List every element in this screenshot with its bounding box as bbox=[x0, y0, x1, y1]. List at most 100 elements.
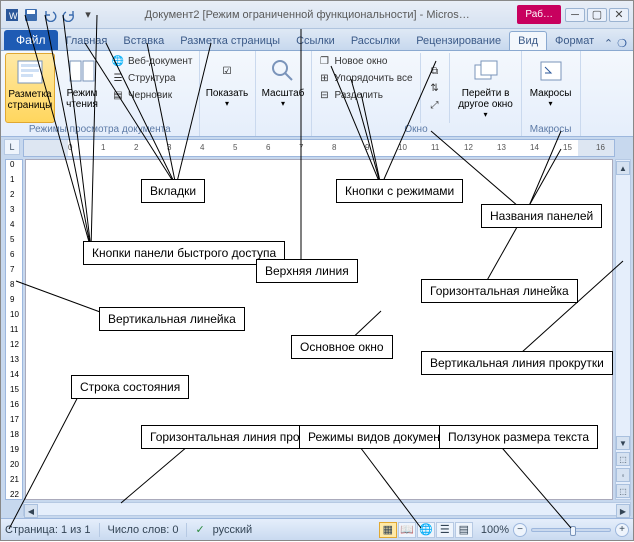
status-language[interactable]: русский bbox=[213, 524, 252, 536]
save-icon[interactable] bbox=[22, 6, 40, 24]
file-tab[interactable]: Файл bbox=[4, 30, 58, 50]
outline-icon: ☰ bbox=[111, 71, 125, 85]
view-print-icon[interactable]: ▦ bbox=[379, 522, 397, 538]
macros-button[interactable]: Макросы ▾ bbox=[526, 53, 576, 123]
status-words[interactable]: Число слов: 0 bbox=[108, 524, 179, 536]
zoom-out-icon[interactable]: − bbox=[513, 523, 527, 537]
switch-window-button[interactable]: Перейти в другое окно ▾ bbox=[455, 53, 517, 123]
new-window-button[interactable]: ❐Новое окно bbox=[316, 53, 415, 69]
window-title: Документ2 [Режим ограниченной функционал… bbox=[97, 9, 517, 21]
close-icon[interactable]: ✕ bbox=[609, 8, 629, 22]
tab-home[interactable]: Главная bbox=[58, 32, 116, 50]
print-layout-label: Разметка страницы bbox=[6, 89, 54, 111]
annot-view-modes: Режимы видов документа bbox=[299, 425, 461, 449]
group-views-label: Режимы просмотра документа bbox=[5, 123, 195, 136]
maximize-icon[interactable]: ▢ bbox=[587, 8, 607, 22]
view-draft-icon[interactable]: ▤ bbox=[455, 522, 473, 538]
split-icon: ⊟ bbox=[318, 88, 332, 102]
new-window-icon: ❐ bbox=[318, 54, 332, 68]
next-page-icon[interactable]: ⬚ bbox=[616, 484, 630, 498]
group-macros: Макросы ▾ Макросы bbox=[522, 51, 581, 136]
minimize-ribbon-icon[interactable]: ⌃ bbox=[604, 37, 613, 50]
view-mode-buttons: ▦ 📖 🌐 ☰ ▤ bbox=[379, 522, 473, 538]
reading-mode-icon bbox=[66, 56, 98, 86]
tab-view[interactable]: Вид bbox=[509, 31, 547, 50]
draft-button[interactable]: ▤Черновик bbox=[109, 87, 195, 103]
tab-layout[interactable]: Разметка страницы bbox=[172, 32, 288, 50]
vertical-ruler[interactable]: 01234567891011121314151617181920212223 bbox=[5, 159, 23, 500]
print-layout-button[interactable]: Разметка страницы bbox=[5, 53, 55, 123]
tab-format[interactable]: Формат bbox=[547, 32, 602, 50]
scroll-left-icon[interactable]: ◀ bbox=[24, 504, 38, 518]
annot-panel-names: Названия панелей bbox=[481, 204, 602, 228]
scroll-right-icon[interactable]: ▶ bbox=[616, 504, 630, 518]
tab-references[interactable]: Ссылки bbox=[288, 32, 343, 50]
view-side-icon[interactable]: ⧉ bbox=[426, 63, 444, 79]
annot-qat: Кнопки панели быстрого доступа bbox=[83, 241, 285, 265]
scroll-down-icon[interactable]: ▼ bbox=[616, 436, 630, 450]
horizontal-scrollbar[interactable]: ◀ ▶ bbox=[23, 502, 631, 516]
tab-insert[interactable]: Вставка bbox=[115, 32, 172, 50]
horizontal-ruler[interactable]: 012345678910111213141516 bbox=[23, 139, 615, 157]
annot-top-line: Верхняя линия bbox=[256, 259, 358, 283]
prev-page-icon[interactable]: ⬚ bbox=[616, 452, 630, 466]
annot-zoom-slider: Ползунок размера текста bbox=[439, 425, 598, 449]
reading-mode-label: Режим чтения bbox=[57, 88, 107, 110]
group-document-views: Разметка страницы Режим чтения 🌐Веб-доку… bbox=[1, 51, 200, 136]
vertical-scrollbar[interactable]: ▲ ▼ ⬚ ◦ ⬚ bbox=[615, 159, 631, 500]
zoom-icon bbox=[267, 56, 299, 86]
web-layout-button[interactable]: 🌐Веб-документ bbox=[109, 53, 195, 69]
switch-window-icon bbox=[470, 56, 502, 86]
word-icon[interactable]: W bbox=[3, 6, 21, 24]
status-page[interactable]: Страница: 1 из 1 bbox=[5, 524, 91, 536]
annot-mode-buttons: Кнопки с режимами bbox=[336, 179, 463, 203]
zoom-button[interactable]: Масштаб ▾ bbox=[260, 53, 307, 123]
group-macros-label: Макросы bbox=[526, 123, 576, 136]
annot-status: Строка состояния bbox=[71, 375, 189, 399]
scroll-up-icon[interactable]: ▲ bbox=[616, 161, 630, 175]
split-button[interactable]: ⊟Разделить bbox=[316, 87, 415, 103]
ribbon-tab-strip: Файл Главная Вставка Разметка страницы С… bbox=[1, 29, 633, 51]
tab-review[interactable]: Рецензирование bbox=[408, 32, 509, 50]
window-controls: ─ ▢ ✕ bbox=[565, 8, 631, 22]
ruler-corner[interactable]: L bbox=[4, 139, 20, 155]
quick-access-toolbar: W ▾ bbox=[3, 6, 97, 24]
document-area: L 012345678910111213141516 0123456789101… bbox=[1, 137, 633, 518]
show-button[interactable]: ☑ Показать ▾ bbox=[204, 53, 251, 123]
proofing-icon[interactable]: ✓ bbox=[195, 523, 204, 536]
browse-object-icon[interactable]: ◦ bbox=[616, 468, 630, 482]
ribbon: Разметка страницы Режим чтения 🌐Веб-доку… bbox=[1, 51, 633, 137]
svg-text:W: W bbox=[9, 11, 18, 21]
sync-scroll-icon[interactable]: ⇅ bbox=[426, 80, 444, 96]
help-icon[interactable]: ❍ bbox=[617, 37, 627, 50]
qat-more-icon[interactable]: ▾ bbox=[79, 6, 97, 24]
group-window: ❐Новое окно ⊞Упорядочить все ⊟Разделить … bbox=[312, 51, 522, 136]
view-web-icon[interactable]: 🌐 bbox=[417, 522, 435, 538]
minimize-icon[interactable]: ─ bbox=[565, 8, 585, 22]
reading-mode-button[interactable]: Режим чтения bbox=[57, 53, 107, 123]
print-layout-icon bbox=[14, 57, 46, 87]
annot-h-ruler: Горизонтальная линейка bbox=[421, 279, 578, 303]
reset-pos-icon[interactable]: ⤢ bbox=[426, 97, 444, 113]
annot-tabs: Вкладки bbox=[141, 179, 205, 203]
arrange-all-button[interactable]: ⊞Упорядочить все bbox=[316, 70, 415, 86]
zoom-percent[interactable]: 100% bbox=[481, 524, 509, 536]
undo-icon[interactable] bbox=[41, 6, 59, 24]
annot-main-window: Основное окно bbox=[291, 335, 393, 359]
zoom-controls: 100% − + bbox=[481, 523, 629, 537]
redo-icon[interactable] bbox=[60, 6, 78, 24]
view-read-icon[interactable]: 📖 bbox=[398, 522, 416, 538]
draft-icon: ▤ bbox=[111, 88, 125, 102]
outline-button[interactable]: ☰Структура bbox=[109, 70, 195, 86]
annot-v-scroll: Вертикальная линия прокрутки bbox=[421, 351, 613, 375]
group-show: ☑ Показать ▾ bbox=[200, 51, 256, 136]
arrange-all-icon: ⊞ bbox=[318, 71, 332, 85]
view-outline-icon[interactable]: ☰ bbox=[436, 522, 454, 538]
contextual-tab[interactable]: Раб… bbox=[517, 5, 561, 24]
zoom-slider[interactable] bbox=[531, 528, 611, 532]
annot-v-ruler: Вертикальная линейка bbox=[99, 307, 245, 331]
zoom-thumb[interactable] bbox=[570, 526, 576, 536]
tab-mailings[interactable]: Рассылки bbox=[343, 32, 408, 50]
show-icon: ☑ bbox=[211, 56, 243, 86]
zoom-in-icon[interactable]: + bbox=[615, 523, 629, 537]
